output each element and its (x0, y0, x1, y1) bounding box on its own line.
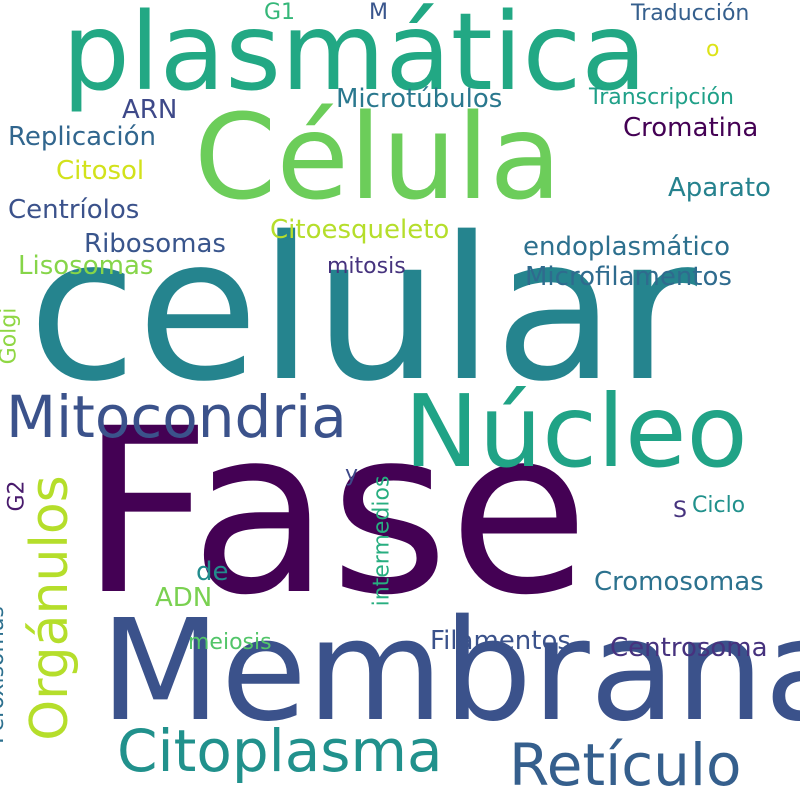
word-citoesqueleto: Citoesqueleto (270, 215, 450, 245)
word-m: M (369, 0, 388, 25)
word-y: y (345, 462, 359, 487)
word-arn: ARN (122, 95, 178, 125)
word-microtubulos: Microtúbulos (336, 84, 503, 114)
word-traduccion: Traducción (631, 1, 750, 26)
word-peroxisomas: Peroxisomas (0, 606, 9, 744)
word-golgi: Golgi (0, 307, 22, 365)
word-g1: G1 (264, 0, 296, 25)
word-citoplasma: Citoplasma (117, 717, 443, 785)
word-centrosoma: Centrosoma (610, 633, 768, 663)
word-replicacion: Replicación (8, 122, 156, 152)
word-meiosis: meiosis (188, 630, 272, 655)
word-s: S (673, 498, 687, 523)
word-microfilamentos: Microfilamentos (525, 262, 732, 292)
word-celula: Célula (194, 88, 562, 226)
word-citosol: Citosol (56, 156, 145, 186)
word-transcripcion: Transcripción (589, 85, 734, 110)
word-lisosomas: Lisosomas (18, 251, 154, 281)
word-filamentos: Filamentos (430, 626, 571, 656)
word-mitocondria: Mitocondria (6, 383, 347, 451)
word-cromatina: Cromatina (623, 113, 759, 143)
word-organulos: Orgánulos (19, 475, 80, 741)
word-celular: celular (28, 194, 697, 425)
word-nucleo: Núcleo (404, 373, 748, 490)
word-plasmatica: plasmática (62, 0, 647, 115)
word-ribosomas: Ribosomas (84, 229, 226, 259)
word-mitosis: mitosis (327, 254, 406, 279)
word-de: de (196, 557, 229, 587)
word-fase: Fase (80, 379, 589, 645)
word-cromosomas: Cromosomas (594, 567, 764, 597)
word-adn: ADN (155, 583, 213, 613)
word-aparato: Aparato (668, 173, 771, 203)
word-reticulo: Retículo (509, 731, 742, 799)
word-intermedios: intermedios (369, 475, 395, 607)
word-ciclo: Ciclo (692, 493, 746, 518)
word-o: o (706, 37, 720, 62)
word-centriolos: Centríolos (8, 195, 140, 225)
word-g2: G2 (4, 480, 30, 512)
word-membrana: Membrana (100, 590, 800, 753)
word-endoplasmatico: endoplasmático (523, 232, 730, 262)
